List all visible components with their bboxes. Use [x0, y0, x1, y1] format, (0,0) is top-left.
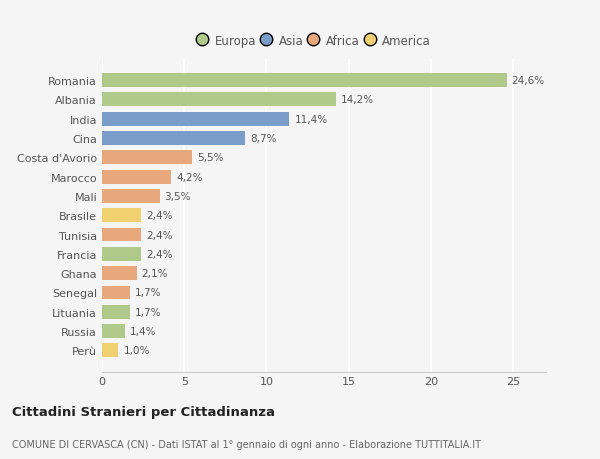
Bar — [102, 112, 289, 126]
Text: 14,2%: 14,2% — [340, 95, 374, 105]
Bar — [102, 151, 193, 165]
Bar — [102, 325, 125, 338]
Bar — [102, 344, 118, 358]
Text: 8,7%: 8,7% — [250, 134, 277, 144]
Bar — [102, 247, 142, 261]
Text: 1,7%: 1,7% — [135, 307, 161, 317]
Text: 2,1%: 2,1% — [142, 269, 168, 279]
Text: 3,5%: 3,5% — [164, 191, 191, 202]
Bar — [102, 132, 245, 146]
Text: Cittadini Stranieri per Cittadinanza: Cittadini Stranieri per Cittadinanza — [12, 405, 275, 419]
Bar — [102, 209, 142, 223]
Bar — [102, 228, 142, 242]
Legend: Europa, Asia, Africa, America: Europa, Asia, Africa, America — [196, 31, 434, 51]
Bar — [102, 93, 335, 107]
Bar — [102, 74, 506, 88]
Text: 1,4%: 1,4% — [130, 326, 157, 336]
Text: 2,4%: 2,4% — [146, 249, 173, 259]
Text: 2,4%: 2,4% — [146, 211, 173, 221]
Text: 1,7%: 1,7% — [135, 288, 161, 298]
Text: 1,0%: 1,0% — [124, 346, 150, 356]
Text: 2,4%: 2,4% — [146, 230, 173, 240]
Bar — [102, 267, 137, 280]
Bar — [102, 286, 130, 300]
Bar — [102, 305, 130, 319]
Text: 4,2%: 4,2% — [176, 172, 203, 182]
Text: 5,5%: 5,5% — [197, 153, 224, 163]
Bar — [102, 170, 171, 184]
Text: COMUNE DI CERVASCA (CN) - Dati ISTAT al 1° gennaio di ogni anno - Elaborazione T: COMUNE DI CERVASCA (CN) - Dati ISTAT al … — [12, 440, 481, 449]
Bar — [102, 190, 160, 203]
Text: 11,4%: 11,4% — [295, 114, 328, 124]
Text: 24,6%: 24,6% — [511, 76, 545, 86]
